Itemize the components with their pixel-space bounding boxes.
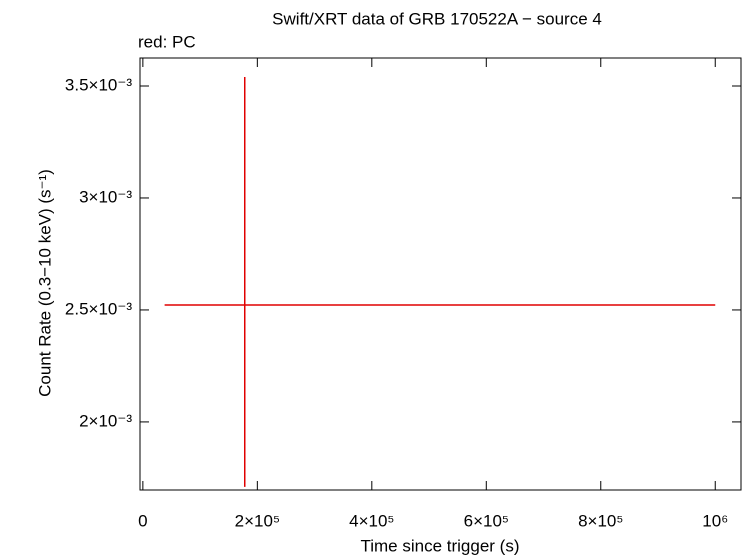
x-tick-label: 2×10⁵ <box>235 511 280 530</box>
chart-subtitle: red: PC <box>138 32 196 51</box>
chart-title: Swift/XRT data of GRB 170522A − source 4 <box>272 9 602 28</box>
x-axis-label: Time since trigger (s) <box>360 536 519 555</box>
x-tick-label: 4×10⁵ <box>349 511 394 530</box>
y-axis-label: Count Rate (0.3−10 keV) (s⁻¹) <box>35 169 54 397</box>
y-tick-label: 3.5×10⁻³ <box>65 75 132 94</box>
x-tick-label: 10⁶ <box>702 511 728 530</box>
plot-frame <box>139 57 742 491</box>
x-tick-label: 6×10⁵ <box>464 511 509 530</box>
x-tick-label: 0 <box>138 511 147 530</box>
y-tick-label: 3×10⁻³ <box>79 187 132 206</box>
y-tick-label: 2×10⁻³ <box>79 411 132 430</box>
x-tick-label: 8×10⁵ <box>578 511 623 530</box>
y-tick-label: 2.5×10⁻³ <box>65 299 132 318</box>
